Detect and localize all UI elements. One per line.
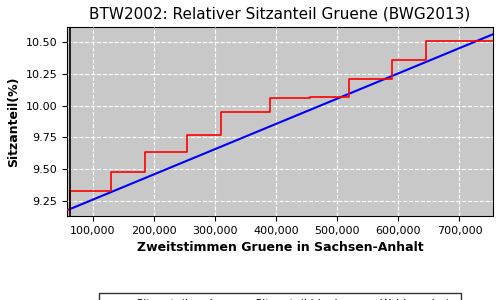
Legend: Sitzanteil real, Sitzanteil ideal, Wahlergebnis: Sitzanteil real, Sitzanteil ideal, Wahle… [99, 293, 461, 300]
Title: BTW2002: Relativer Sitzanteil Gruene (BWG2013): BTW2002: Relativer Sitzanteil Gruene (BW… [90, 7, 470, 22]
Y-axis label: Sitzanteil(%): Sitzanteil(%) [7, 76, 20, 167]
X-axis label: Zweitstimmen Gruene in Sachsen-Anhalt: Zweitstimmen Gruene in Sachsen-Anhalt [136, 241, 424, 254]
